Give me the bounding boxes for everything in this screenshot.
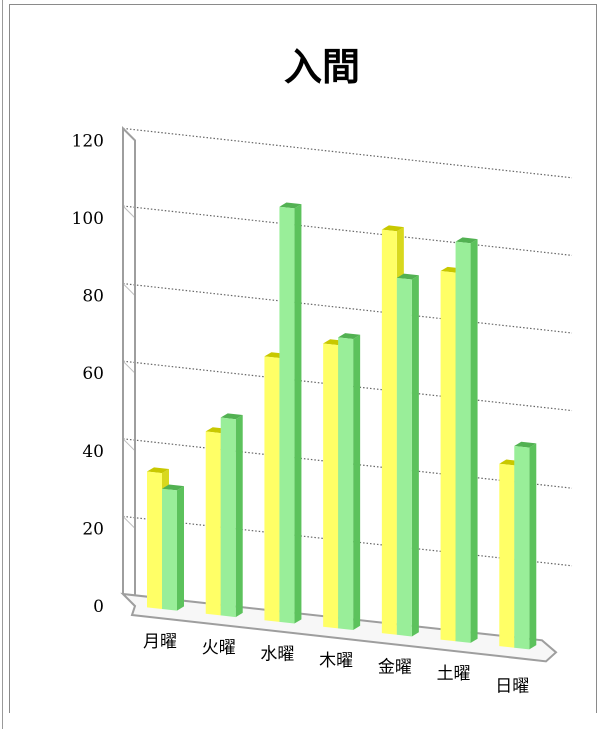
bar-side: [411, 275, 419, 637]
bar-top: [338, 333, 361, 339]
y-tick-label: 40: [82, 442, 104, 462]
wall-tick-edge: [122, 438, 136, 452]
bar-top: [220, 413, 243, 420]
bar-side: [235, 414, 243, 618]
bar: [396, 277, 412, 637]
bar: [147, 471, 162, 609]
x-tick-label: 火曜: [202, 638, 236, 658]
bar-side: [529, 443, 537, 650]
bar: [440, 271, 456, 642]
gridline: [122, 283, 573, 334]
bar: [381, 229, 397, 635]
bar: [162, 488, 177, 611]
x-tick-label: 土曜: [437, 664, 471, 684]
gridline: [122, 127, 573, 179]
bar-side: [353, 334, 361, 630]
wall-tick-edge: [122, 205, 136, 219]
bar-top: [381, 225, 404, 232]
y-tick-label: 100: [72, 209, 104, 229]
bar-side: [294, 204, 302, 624]
x-tick-label: 日曜: [495, 677, 529, 697]
bar: [499, 463, 515, 648]
gridline: [122, 205, 573, 256]
wall-tick-edge: [122, 516, 136, 529]
x-tick-label: 木曜: [319, 651, 353, 671]
bar: [220, 417, 236, 618]
bar-side: [177, 486, 184, 611]
x-tick-label: 金曜: [378, 658, 412, 678]
left-frame-line: [0, 0, 3, 729]
bar: [264, 356, 280, 622]
wall-tick-edge: [122, 360, 136, 374]
x-tick-label: 水曜: [260, 645, 294, 665]
bar-top: [514, 441, 537, 448]
wall-tick-edge: [122, 283, 136, 296]
bar-layer: [147, 202, 537, 650]
bar: [455, 241, 471, 643]
y-tick-label: 60: [82, 364, 104, 384]
chart-border: [9, 4, 597, 713]
bar-top: [162, 484, 184, 491]
bar: [514, 445, 530, 650]
y-tick-label: 20: [82, 519, 104, 539]
bar-side: [470, 239, 478, 643]
bar-top: [396, 273, 419, 280]
y-tick-label: 0: [93, 597, 104, 617]
bar: [338, 337, 354, 630]
chart-title: 入間: [284, 45, 360, 89]
y-tick-label: 80: [82, 287, 104, 307]
bar: [323, 343, 339, 629]
bar: [205, 431, 221, 616]
bar: [279, 206, 295, 624]
bar-top: [455, 237, 478, 244]
x-tick-label: 月曜: [143, 632, 177, 652]
bar-top: [147, 467, 169, 474]
bar-top: [279, 202, 302, 209]
y-tick-label: 120: [72, 131, 104, 151]
